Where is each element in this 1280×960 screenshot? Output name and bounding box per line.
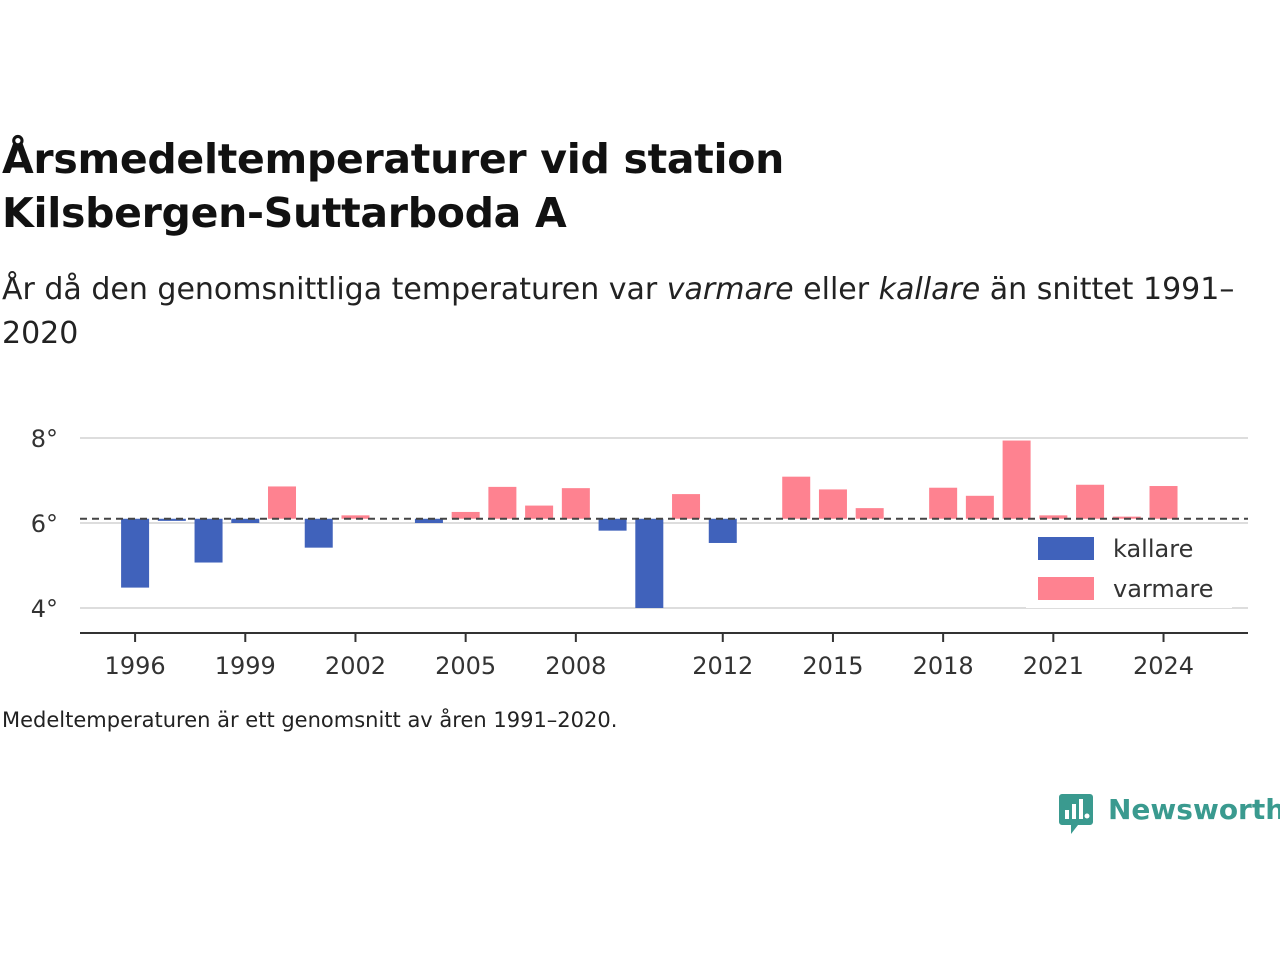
bar-varmare-2024	[1149, 486, 1178, 519]
x-tick-label: 2012	[692, 652, 753, 680]
x-tick-label: 2008	[545, 652, 606, 680]
y-tick-label: 4°	[31, 595, 58, 623]
bar-kallare-2004	[414, 518, 443, 523]
bar-varmare-2006	[488, 486, 517, 519]
bar-varmare-2023	[1112, 516, 1141, 519]
subtitle-part1: År då den genomsnittliga temperaturen va…	[2, 272, 667, 307]
bar-varmare-2000	[268, 486, 297, 519]
bar-varmare-2007	[525, 505, 554, 519]
x-tick-label: 2024	[1133, 652, 1194, 680]
bar-kallare-2010	[635, 518, 664, 608]
x-tick-label: 2005	[435, 652, 496, 680]
x-tick-label: 2021	[1023, 652, 1084, 680]
bar-kallare-2001	[304, 518, 333, 548]
subtitle-cold-word: kallare	[878, 272, 981, 307]
brand-name: Newsworthy	[1108, 793, 1280, 826]
legend-swatch-varmare	[1038, 577, 1094, 600]
footnote: Medeltemperaturen är ett genomsnitt av å…	[2, 708, 618, 732]
bar-varmare-2005	[451, 511, 480, 519]
bar-varmare-2002	[341, 515, 370, 519]
bar-varmare-2008	[561, 488, 590, 519]
bar-varmare-2022	[1076, 484, 1105, 519]
bar-chart: 4° 6° 8° 1996 1999 2002 2005 2008 2012 2015 2018 2…	[31, 425, 1248, 680]
subtitle-warm-word: varmare	[666, 272, 794, 307]
x-tick-label: 2015	[802, 652, 863, 680]
bar-kallare-1996	[121, 518, 150, 588]
x-tick-label: 1996	[105, 652, 166, 680]
y-tick-label: 6°	[31, 510, 58, 538]
subtitle-part3: än snittet 1991–2020	[2, 272, 1235, 351]
chart-subtitle: År då den genomsnittliga temperaturen va…	[2, 268, 1242, 356]
x-tick-label: 2002	[325, 652, 386, 680]
bar-kallare-2012	[708, 518, 737, 543]
newsworthy-icon	[1059, 794, 1093, 834]
legend-swatch-kallare	[1038, 537, 1094, 560]
x-tick-label: 2018	[913, 652, 974, 680]
bar-varmare-2021	[1039, 515, 1068, 519]
chart-title: Årsmedeltemperaturer vid station Kilsber…	[2, 132, 1002, 240]
bar-varmare-2014	[782, 476, 811, 519]
bar-kallare-1997	[157, 518, 186, 521]
legend: kallare varmare	[1026, 524, 1232, 608]
bar-varmare-2019	[965, 495, 994, 519]
bar-varmare-2015	[818, 489, 847, 519]
bar-varmare-2020	[1002, 440, 1031, 519]
bar-kallare-1999	[231, 518, 260, 523]
y-axis: 4° 6° 8°	[31, 425, 58, 623]
bar-kallare-1998	[194, 518, 223, 563]
bar-varmare-2016	[855, 508, 884, 519]
x-axis: 1996 1999 2002 2005 2008 2012 2015 2018 2021 2024	[80, 632, 1248, 680]
chart-title-line2: Kilsbergen-Suttarboda A	[2, 189, 567, 237]
legend-label-varmare: varmare	[1113, 575, 1214, 603]
chart-title-line1: Årsmedeltemperaturer vid station	[2, 135, 785, 183]
bars	[121, 440, 1178, 608]
y-tick-label: 8°	[31, 425, 58, 453]
subtitle-part2: eller	[793, 272, 879, 307]
bar-varmare-2018	[929, 487, 958, 519]
bar-kallare-2009	[598, 518, 627, 531]
legend-label-kallare: kallare	[1113, 535, 1193, 563]
bar-varmare-2011	[672, 494, 701, 519]
x-tick-label: 1999	[215, 652, 276, 680]
